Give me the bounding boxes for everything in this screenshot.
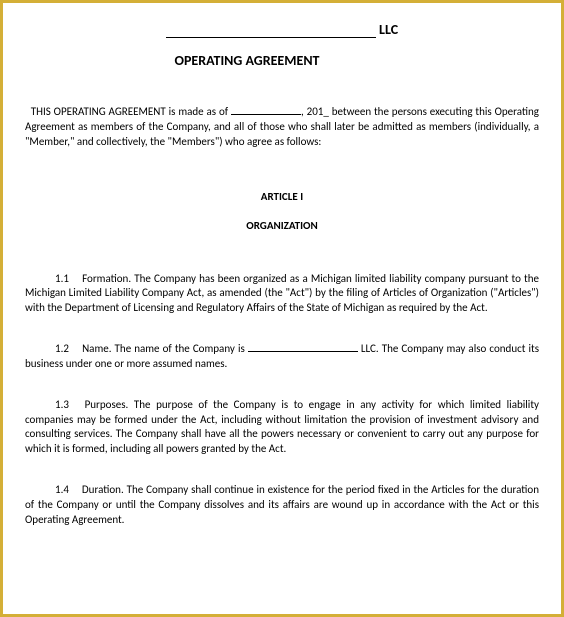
section-number: 1.3 xyxy=(25,398,79,413)
section-1-1: 1.1 Formation. The Company has been orga… xyxy=(25,272,539,317)
document-frame: LLC OPERATING AGREEMENT THIS OPERATING A… xyxy=(0,0,564,617)
intro-paragraph: THIS OPERATING AGREEMENT is made as of ,… xyxy=(25,105,539,150)
section-1-4: 1.4 Duration. The Company shall continue… xyxy=(25,483,539,528)
company-name-line: LLC xyxy=(25,21,539,38)
section-1-2: 1.2 Name. The name of the Company is LLC… xyxy=(25,342,539,372)
document-title: OPERATING AGREEMENT xyxy=(25,52,539,69)
company-name-blank-2 xyxy=(248,342,358,352)
article-label: ARTICLE I xyxy=(25,190,539,203)
date-blank xyxy=(231,105,301,115)
article-subtitle: ORGANIZATION xyxy=(25,219,539,232)
section-text: Duration. The Company shall continue in … xyxy=(25,483,539,526)
company-name-blank xyxy=(166,26,376,38)
intro-before: THIS OPERATING AGREEMENT is made as of xyxy=(31,105,231,118)
section-number: 1.2 xyxy=(25,342,79,357)
section-text-before: Name. The name of the Company is xyxy=(82,342,248,355)
section-text: Formation. The Company has been organize… xyxy=(25,272,539,315)
section-number: 1.4 xyxy=(25,483,79,498)
llc-suffix: LLC xyxy=(379,21,398,38)
section-text: Purposes. The purpose of the Company is … xyxy=(25,398,539,456)
section-number: 1.1 xyxy=(25,272,79,287)
section-1-3: 1.3 Purposes. The purpose of the Company… xyxy=(25,398,539,457)
